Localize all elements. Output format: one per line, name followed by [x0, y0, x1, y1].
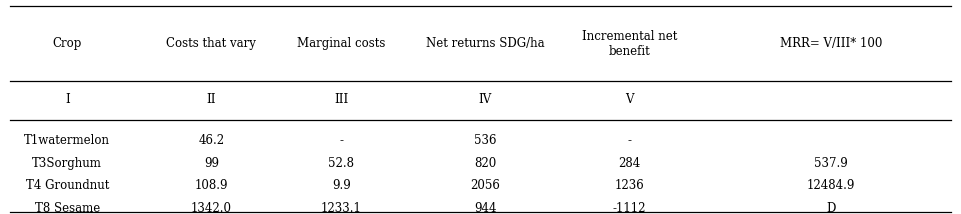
Text: 46.2: 46.2 [198, 134, 225, 147]
Text: -1112: -1112 [613, 202, 646, 214]
Text: 1233.1: 1233.1 [321, 202, 361, 214]
Text: 1342.0: 1342.0 [191, 202, 232, 214]
Text: 284: 284 [618, 157, 641, 169]
Text: Crop: Crop [53, 37, 82, 50]
Text: D: D [826, 202, 836, 214]
Text: II: II [207, 93, 216, 106]
Text: 52.8: 52.8 [328, 157, 355, 169]
Text: Costs that vary: Costs that vary [166, 37, 257, 50]
Text: T1watermelon: T1watermelon [24, 134, 111, 147]
Text: MRR= V/III* 100: MRR= V/III* 100 [780, 37, 882, 50]
Text: 536: 536 [474, 134, 497, 147]
Text: -: - [628, 134, 631, 147]
Text: T8 Sesame: T8 Sesame [35, 202, 100, 214]
Text: T4 Groundnut: T4 Groundnut [26, 180, 109, 192]
Text: Incremental net
benefit: Incremental net benefit [581, 30, 678, 58]
Text: 537.9: 537.9 [814, 157, 849, 169]
Text: 2056: 2056 [470, 180, 501, 192]
Text: 944: 944 [474, 202, 497, 214]
Text: 108.9: 108.9 [195, 180, 228, 192]
Text: T3Sorghum: T3Sorghum [33, 157, 102, 169]
Text: 1236: 1236 [615, 180, 644, 192]
Text: IV: IV [479, 93, 492, 106]
Text: 12484.9: 12484.9 [807, 180, 855, 192]
Text: 99: 99 [204, 157, 219, 169]
Text: 820: 820 [474, 157, 497, 169]
Text: I: I [65, 93, 69, 106]
Text: 9.9: 9.9 [332, 180, 351, 192]
Text: V: V [626, 93, 633, 106]
Text: -: - [339, 134, 343, 147]
Text: III: III [334, 93, 348, 106]
Text: Net returns SDG/ha: Net returns SDG/ha [426, 37, 545, 50]
Text: Marginal costs: Marginal costs [297, 37, 385, 50]
